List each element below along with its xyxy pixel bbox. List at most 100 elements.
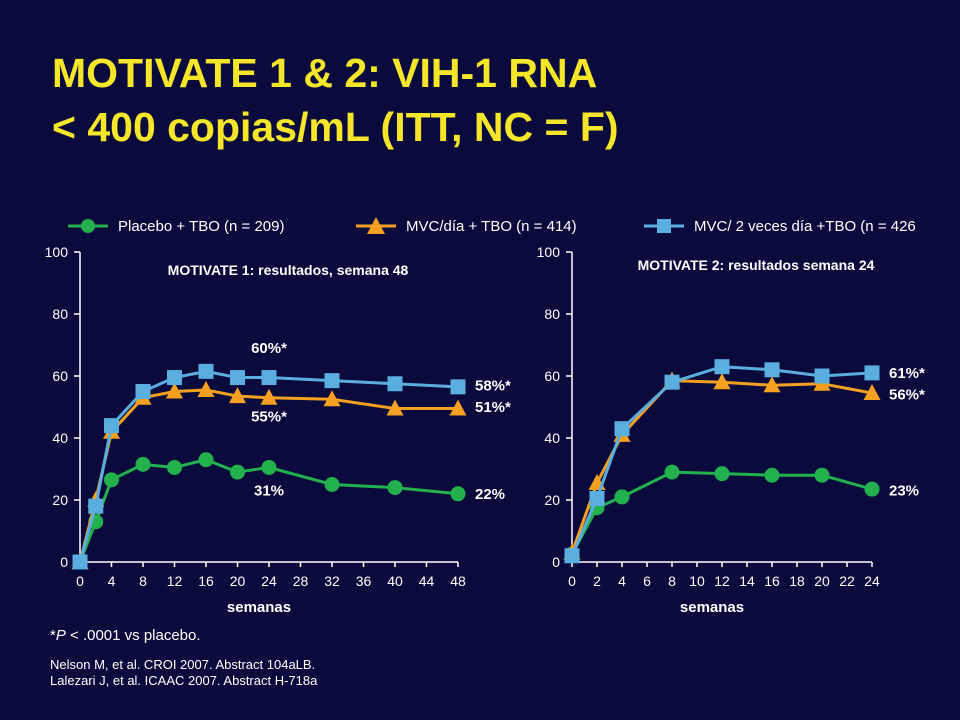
legend-label-mvc-2-veces: MVC/ 2 veces día +TBO (n = 426 — [694, 217, 916, 235]
chart1-x-tick-label: 8 — [139, 573, 147, 589]
legend-item-mvc-2-veces: MVC/ 2 veces día +TBO (n = 426 — [642, 212, 916, 240]
chart2-series-3-point — [814, 368, 830, 384]
footnote-prefix: * — [50, 627, 56, 644]
chart1-series-3-point — [104, 418, 119, 434]
chart1-y-tick-label: 60 — [52, 368, 68, 384]
legend-marker-circle-icon — [68, 219, 108, 233]
chart1-series-2-point — [323, 390, 341, 407]
chart2-y-tick-label: 40 — [544, 430, 560, 446]
chart2-x-tick-label: 20 — [814, 573, 830, 589]
chart2-series-3-point — [589, 490, 605, 506]
chart1-series-3-point — [387, 376, 403, 392]
chart1-series-1-line — [78, 458, 459, 563]
chart1-x-axis-label: semanas — [227, 599, 291, 616]
legend-item-placebo: Placebo + TBO (n = 209) — [66, 212, 285, 240]
reference-1: Nelson M, et al. CROI 2007. Abstract 104… — [50, 657, 316, 672]
title-line-1: MOTIVATE 1 & 2: VIH-1 RNA — [52, 50, 598, 96]
chart2-series-2-point — [763, 376, 781, 393]
chart2-series-1-point — [764, 467, 780, 483]
legend-marker-square-icon — [644, 219, 684, 233]
footnote-p: P — [55, 627, 66, 644]
chart2-title: MOTIVATE 2: resultados semana 24 — [638, 257, 875, 273]
chart1-x-tick-label: 0 — [76, 573, 84, 589]
chart1-x-tick-label: 16 — [198, 573, 214, 589]
chart2-x-tick-label: 10 — [689, 573, 705, 589]
chart2-series-1-line — [570, 470, 873, 555]
chart2-x-tick-label: 0 — [568, 573, 576, 589]
chart1-series-2-point — [260, 388, 278, 405]
chart1-series-3-point — [261, 370, 277, 386]
chart2-x-axis-label: semanas — [680, 599, 744, 616]
chart2-series-1-point — [614, 489, 630, 505]
chart2-series-1-point — [714, 466, 730, 482]
chart2-series-2-point — [863, 384, 881, 401]
chart2-x-tick-label: 4 — [618, 573, 626, 589]
chart1-series-1-point — [450, 486, 466, 502]
chart2-data-label: 56%* — [889, 387, 925, 404]
chart1-series-1-point — [324, 477, 340, 492]
chart2-series-3-point — [664, 374, 680, 390]
chart1-series-1-point — [230, 464, 245, 480]
chart1-x-tick-label: 24 — [261, 573, 277, 589]
chart1-series-1-point — [135, 456, 151, 472]
chart1-x-tick-label: 12 — [167, 573, 183, 589]
chart2-series-3-point — [714, 359, 730, 375]
legend-item-mvc-dia: MVC/día + TBO (n = 414) — [354, 212, 577, 240]
reference-2: Lalezari J, et al. ICAAC 2007. Abstract … — [50, 673, 318, 688]
chart1-x-tick-label: 4 — [108, 573, 116, 589]
chart1-x-tick-label: 40 — [387, 573, 403, 589]
chart1-series-3-point — [135, 384, 151, 399]
title-line-2: < 400 copias/mL (ITT, NC = F) — [52, 104, 619, 150]
chart1-series-3-point — [324, 373, 340, 389]
footnote-rest: < .0001 vs placebo. — [65, 627, 201, 644]
chart2-series-3-point — [614, 421, 630, 437]
legend-label-mvc-dia: MVC/día + TBO (n = 414) — [406, 217, 577, 235]
chart2-x-tick-label: 12 — [714, 573, 730, 589]
chart2-x-tick-label: 24 — [864, 573, 880, 589]
chart1-series-1-point — [387, 480, 403, 496]
chart2-y-tick-label: 60 — [544, 368, 560, 384]
chart2-x-tick-label: 16 — [764, 573, 780, 589]
chart2-series-3-point — [764, 362, 780, 378]
chart1-x-tick-label: 36 — [356, 573, 372, 589]
references: Nelson M, et al. CROI 2007. Abstract 104… — [50, 657, 317, 689]
chart1-series-3-point — [450, 379, 466, 395]
chart2-x-tick-label: 6 — [643, 573, 651, 589]
chart1-data-label: 51%* — [475, 399, 511, 416]
chart1-y-tick-label: 100 — [45, 244, 69, 260]
chart1-series-1-point — [104, 472, 119, 488]
chart1-y-tick-label: 40 — [52, 430, 68, 446]
chart1-series-2-point — [386, 399, 404, 416]
chart2-y-tick-label: 100 — [537, 244, 561, 260]
chart1-series-3-point — [88, 498, 104, 514]
chart2-y-tick-label: 0 — [552, 554, 560, 570]
chart2-x-tick-label: 8 — [668, 573, 676, 589]
chart1-series-1-point — [261, 459, 277, 475]
chart1-data-label: 31% — [254, 483, 284, 500]
chart1-series-2-point — [229, 387, 246, 404]
chart2-x-tick-label: 2 — [593, 573, 601, 589]
chart1-series-1-point — [198, 452, 214, 468]
chart1-data-label: 60%* — [251, 340, 287, 357]
chart1-title: MOTIVATE 1: resultados, semana 48 — [168, 262, 409, 278]
chart1-data-label: 22% — [475, 486, 505, 503]
chart1-y-tick-label: 20 — [52, 492, 68, 508]
chart1-series-3-point — [198, 363, 214, 379]
chart1-x-tick-label: 32 — [324, 573, 340, 589]
chart2-x-tick-label: 14 — [739, 573, 755, 589]
chart-legend: Placebo + TBO (n = 209) MVC/día + TBO (n… — [66, 212, 960, 240]
chart2-series-3-point — [864, 365, 880, 381]
legend-label-placebo: Placebo + TBO (n = 209) — [118, 217, 285, 235]
chart1-data-label: 55%* — [251, 408, 287, 425]
chart2-x-tick-label: 18 — [789, 573, 805, 589]
chart1-y-tick-label: 0 — [60, 554, 68, 570]
chart2-y-tick-label: 20 — [544, 492, 560, 508]
chart1-x-tick-label: 20 — [230, 573, 246, 589]
chart1-series-3-point — [230, 370, 245, 386]
footnote: *P < .0001 vs placebo. — [50, 627, 201, 644]
chart2-series-3-line — [570, 365, 873, 557]
slide-title: MOTIVATE 1 & 2: VIH-1 RNA < 400 copias/m… — [52, 46, 932, 154]
chart1-series-3-point — [72, 554, 88, 570]
chart2-series-2-line — [570, 379, 873, 554]
